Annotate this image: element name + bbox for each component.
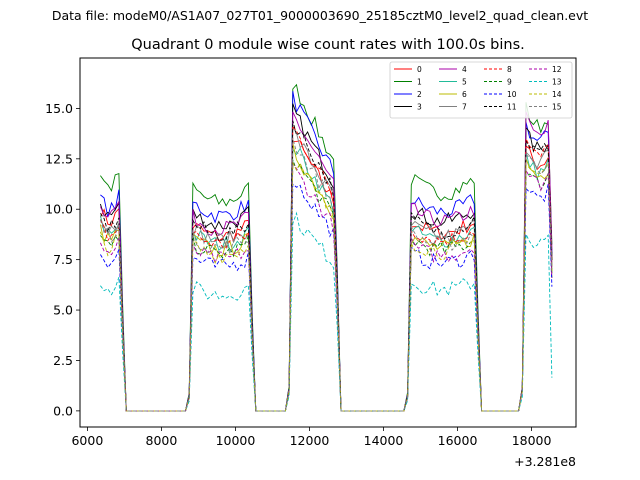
legend-label: 3 <box>417 103 422 112</box>
figure-suptitle: Data file: modeM0/AS1A07_027T01_90000036… <box>52 8 588 23</box>
series-line-13 <box>100 211 553 412</box>
y-tick-label: 15.0 <box>45 101 73 116</box>
series-line-15 <box>99 137 553 412</box>
series-line-14 <box>99 161 553 412</box>
legend-label: 11 <box>507 103 517 112</box>
legend-label: 12 <box>552 65 562 74</box>
legend-label: 7 <box>462 103 467 112</box>
x-tick-label: 18000 <box>512 433 552 448</box>
legend-label: 2 <box>417 90 422 99</box>
legend-label: 1 <box>417 78 422 87</box>
y-tick-label: 10.0 <box>45 202 73 217</box>
plot-area <box>80 58 576 427</box>
y-axis: 0.0 2.5 5.0 7.5 10.0 12.5 15.0 <box>45 101 80 418</box>
y-tick-label: 2.5 <box>53 353 73 368</box>
x-axis: 6000 8000 10000 12000 14000 16000 18000 <box>71 427 552 448</box>
legend-label: 10 <box>507 90 517 99</box>
legend-label: 14 <box>552 90 562 99</box>
x-tick-label: 16000 <box>438 433 478 448</box>
legend-label: 13 <box>552 78 562 87</box>
chart-title: Quadrant 0 module wise count rates with … <box>131 37 525 53</box>
legend-label: 15 <box>552 103 562 112</box>
legend-label: 9 <box>507 78 512 87</box>
x-tick-label: 12000 <box>290 433 330 448</box>
series-layer <box>99 83 553 412</box>
x-tick-label: 8000 <box>146 433 178 448</box>
legend-label: 0 <box>417 65 422 74</box>
y-tick-label: 5.0 <box>53 303 73 318</box>
x-offset-label: +3.281e8 <box>514 454 576 469</box>
x-tick-label: 6000 <box>71 433 103 448</box>
legend-label: 6 <box>462 90 467 99</box>
y-tick-label: 12.5 <box>45 151 73 166</box>
y-tick-label: 7.5 <box>53 252 73 267</box>
legend-label: 4 <box>462 65 467 74</box>
x-tick-label: 14000 <box>364 433 404 448</box>
x-tick-label: 10000 <box>216 433 256 448</box>
legend-frame <box>389 61 573 119</box>
legend-label: 8 <box>507 65 512 74</box>
plot-frame <box>79 57 577 428</box>
legend-label: 5 <box>462 78 467 87</box>
y-tick-label: 0.0 <box>53 403 73 418</box>
